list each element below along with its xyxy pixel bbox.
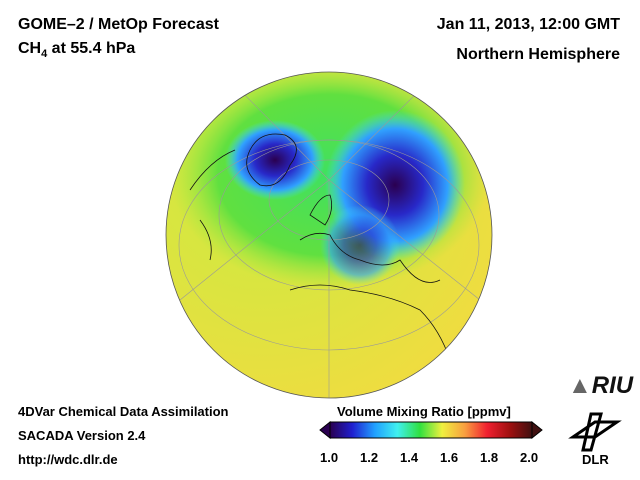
low-ch4-region-greenland <box>225 120 325 200</box>
colorbar-max-arrow <box>531 420 543 440</box>
colorbar-tick-label: 1.2 <box>360 450 379 465</box>
species-subscript: 4 <box>41 48 48 61</box>
datetime: Jan 11, 2013, 12:00 GMT <box>436 16 620 33</box>
colorbar-tick-label: 1.6 <box>440 450 459 465</box>
title: GOME–2 / MetOp Forecast <box>18 16 219 33</box>
species: CH <box>18 40 42 57</box>
colorbar-tick-label: 1.4 <box>400 450 419 465</box>
footer-line1: 4DVar Chemical Data Assimilation <box>18 404 229 419</box>
coastlines <box>189 133 451 361</box>
colorbar-tick-label: 2.0 <box>520 450 539 465</box>
colorbar-gradient <box>329 421 533 439</box>
region: Northern Hemisphere <box>456 46 620 63</box>
colorbar-tick-label: 1.8 <box>480 450 499 465</box>
dlr-logo-icon <box>568 412 622 452</box>
riu-logo: ▲RIU <box>568 372 634 399</box>
footer-line2: SACADA Version 2.4 <box>18 428 146 443</box>
colorbar-tick-label: 1.0 <box>320 450 339 465</box>
dlr-logo-text: DLR <box>582 452 609 467</box>
pressure-level: at 55.4 hPa <box>47 40 136 57</box>
colorbar-title: Volume Mixing Ratio [ppmv] <box>337 404 511 419</box>
colorbar <box>319 420 543 440</box>
colorbar-min-arrow <box>319 420 331 440</box>
riu-logo-icon: ▲ <box>568 372 592 399</box>
species-level: CH4 at 55.4 hPa <box>18 40 135 60</box>
graticule <box>178 79 481 398</box>
footer-url[interactable]: http://wdc.dlr.de <box>18 452 118 467</box>
